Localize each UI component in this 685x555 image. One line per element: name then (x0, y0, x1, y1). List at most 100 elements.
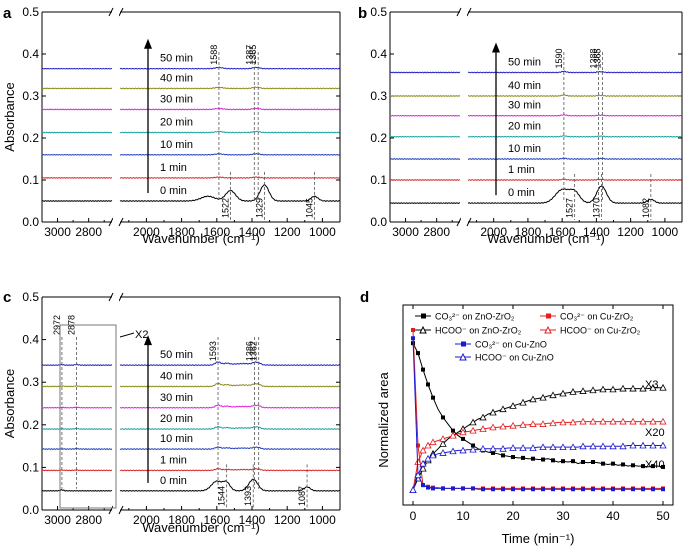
data-point (529, 395, 537, 403)
data-point (649, 417, 657, 425)
peak-label: 1388 (588, 48, 598, 68)
series-label: 0 min (160, 475, 187, 487)
spectrum-line-right (119, 66, 340, 70)
x-tick-label: 1600 (203, 225, 230, 239)
data-point (541, 487, 545, 492)
spectrum-line-left (389, 135, 461, 138)
spectrum-line-left (389, 179, 461, 181)
y-tick-label: 0.0 (22, 215, 39, 229)
series-label: 20 min (508, 121, 541, 133)
data-point (529, 444, 537, 451)
peak-label: 1370 (592, 198, 602, 218)
data-point (479, 425, 487, 432)
x-tick-label: 0 (410, 509, 417, 523)
data-point (501, 487, 505, 492)
legend-marker (419, 325, 427, 334)
data-point (549, 443, 557, 451)
x-tick-label: 2800 (75, 225, 102, 239)
data-point (489, 423, 497, 431)
data-point (481, 487, 485, 492)
data-point (431, 486, 435, 491)
spectrum-line-right (119, 446, 340, 450)
spectrum-line-right (119, 425, 340, 430)
x-tick-label: 1800 (515, 225, 542, 239)
series-label: 30 min (160, 392, 193, 404)
time-arrow-head (144, 38, 152, 49)
series-label: 1 min (508, 164, 535, 176)
data-point (659, 383, 667, 391)
y-tick-label: 0.3 (22, 375, 39, 389)
data-point (639, 441, 647, 449)
x-tick-label: 2000 (480, 225, 507, 239)
x-tick-label: 40 (606, 509, 620, 523)
data-point (661, 464, 665, 469)
legend-marker (544, 325, 552, 334)
spectrum-line-right (119, 467, 340, 472)
data-point (491, 487, 495, 492)
data-point (641, 464, 645, 469)
spectrum-line-left (389, 95, 461, 97)
data-point (621, 462, 625, 467)
x-axis-label: Wavenumber (cm⁻¹) (142, 520, 260, 535)
legend-marker (546, 313, 551, 319)
spectrum-line-left (41, 469, 113, 472)
series-line (412, 387, 663, 491)
data-point (651, 487, 655, 492)
data-point (609, 442, 617, 450)
spectrum-line-right (119, 107, 340, 111)
axis-break-mark (466, 7, 472, 17)
panel-letter: d (360, 289, 369, 306)
axis-break-mark (118, 292, 124, 302)
series-label: 50 min (160, 349, 193, 361)
spectrum-line-left (42, 153, 113, 156)
series-label: 0 min (508, 187, 535, 199)
y-tick-label: 0.0 (22, 503, 39, 517)
y-axis-label: Normalized area (376, 372, 391, 468)
series-label: 10 min (508, 143, 541, 155)
peak-label: 1527 (565, 198, 575, 218)
axis-break-mark (118, 217, 124, 227)
data-point (639, 384, 647, 392)
annotation-label: X20 (645, 427, 665, 439)
data-point (559, 443, 567, 451)
axis-break-mark (456, 217, 462, 227)
data-point (631, 487, 635, 492)
axis-break-gap (113, 13, 119, 221)
data-point (479, 413, 487, 421)
x-tick-label: 1400 (239, 513, 266, 527)
y-tick-label: 0.5 (22, 290, 39, 304)
inset-box (59, 324, 117, 509)
spectrum-line-right (119, 152, 340, 156)
data-point (426, 485, 430, 490)
spectrum-line-right (467, 157, 682, 160)
data-point (459, 446, 467, 454)
data-point (519, 444, 527, 451)
peak-label: 1522 (221, 198, 231, 218)
x-tick-label: 1200 (617, 225, 644, 239)
x-tick-label: 3000 (392, 225, 419, 239)
series-label: 40 min (160, 72, 193, 84)
y-tick-label: 0.3 (370, 89, 387, 103)
data-point (579, 387, 587, 394)
spectrum-line-left (41, 406, 113, 409)
data-point (471, 443, 475, 448)
data-point (489, 408, 497, 416)
axis-break-mark (108, 292, 114, 302)
x-tick-label: 3000 (44, 513, 71, 527)
data-point (479, 444, 487, 452)
spectrum-line-left (389, 202, 461, 204)
data-point (421, 483, 425, 488)
legend-label: HCOO⁻ on Cu-ZnO (475, 353, 554, 363)
series-label: 40 min (160, 370, 193, 382)
spectrum-line-left (41, 177, 113, 179)
data-point (521, 455, 525, 460)
panel-b: 0.0 0.1 0.2 0.3 0.4 0.5 3000 2800 2000 1800 1600 14… (358, 5, 683, 246)
peak-label: 2972 (52, 315, 62, 335)
time-arrow-head (492, 42, 500, 53)
data-point (411, 328, 415, 332)
x-axis-label: Time (min⁻¹) (502, 531, 575, 546)
y-tick-label: 0.1 (22, 460, 39, 474)
data-point (511, 487, 515, 492)
data-point (539, 420, 547, 427)
